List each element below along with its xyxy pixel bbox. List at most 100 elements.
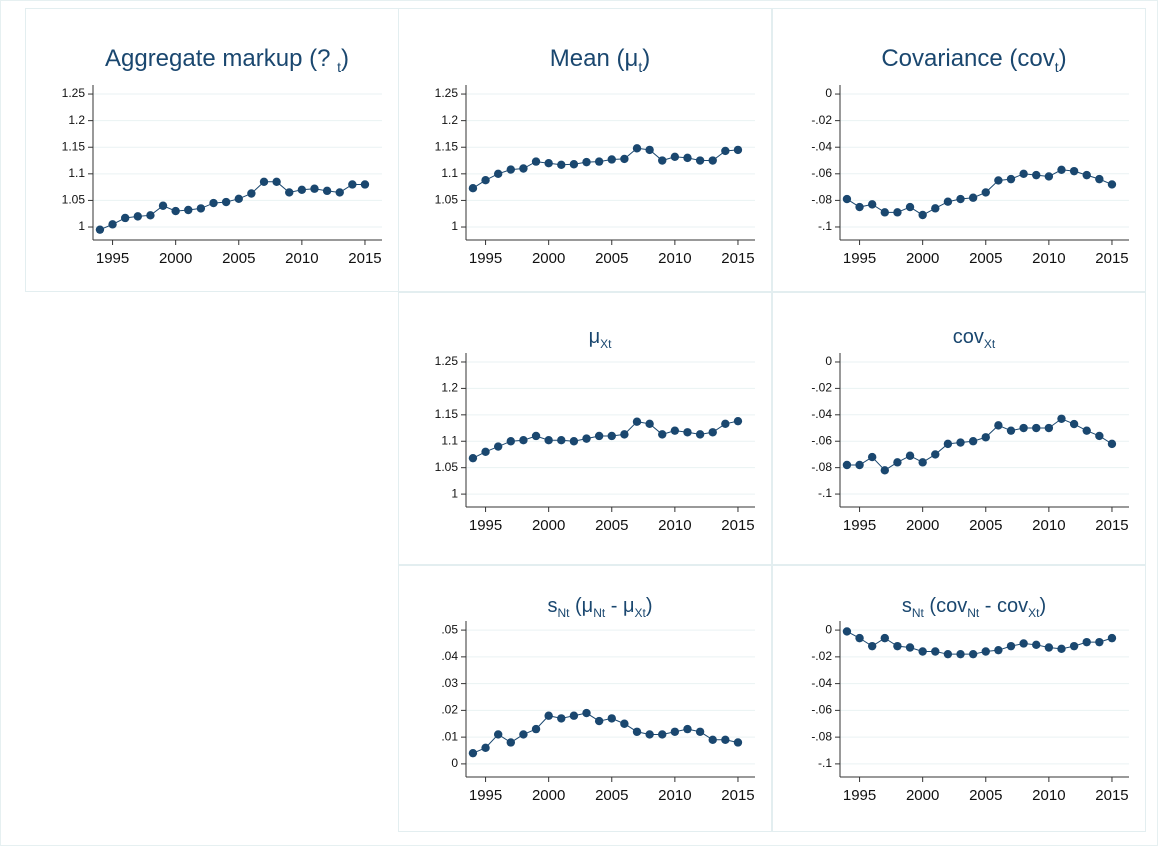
x-tick-label: 2010: [285, 250, 318, 267]
y-tick-label: 1.05: [62, 193, 86, 207]
data-point: [1006, 426, 1016, 435]
y-tick-label: -.06: [811, 703, 832, 717]
data-point: [931, 450, 940, 459]
x-tick-label: 2000: [906, 250, 939, 267]
title-text: ): [646, 595, 653, 617]
y-tick-label: -.04: [811, 139, 832, 153]
panel-border: [772, 565, 1146, 832]
y-tick-label: 1.2: [441, 113, 458, 127]
data-point: [1057, 644, 1066, 654]
panel-border: [398, 292, 772, 565]
data-point: [569, 437, 579, 446]
data-point: [1044, 172, 1054, 181]
data-point: [594, 157, 604, 166]
data-point: [880, 208, 890, 217]
x-tick-label: 2005: [595, 787, 628, 804]
data-point: [981, 647, 990, 656]
data-point: [297, 185, 307, 194]
y-tick-label: 1.05: [435, 193, 459, 207]
data-point: [1069, 419, 1079, 429]
data-point: [968, 437, 978, 446]
data-point: [531, 157, 541, 166]
y-tick-label: 0: [825, 86, 832, 100]
data-point: [1082, 170, 1091, 180]
data-point: [708, 156, 717, 165]
x-tick-label: 1995: [469, 517, 502, 534]
data-point: [905, 202, 915, 212]
data-point: [683, 153, 692, 163]
x-tick-label: 2005: [595, 250, 628, 267]
title-text: (μ: [569, 595, 593, 617]
data-point: [956, 649, 965, 659]
y-tick-label: -.02: [811, 113, 832, 127]
title-subscript: Xt: [984, 337, 996, 351]
data-point: [557, 435, 566, 445]
data-point: [620, 430, 629, 439]
data-point: [184, 205, 193, 215]
data-point: [658, 730, 667, 739]
data-point: [1032, 640, 1041, 650]
x-tick-label: 2010: [1032, 787, 1065, 804]
data-point: [360, 180, 370, 189]
data-point: [146, 211, 155, 220]
x-tick-label: 2005: [969, 787, 1002, 804]
data-point: [468, 453, 478, 463]
data-point: [607, 155, 616, 164]
data-point: [247, 189, 256, 198]
x-tick-label: 2000: [906, 787, 939, 804]
data-point: [1082, 637, 1091, 647]
data-point: [658, 430, 667, 439]
title-text: ): [1059, 45, 1067, 72]
data-point: [1082, 426, 1091, 435]
data-point: [994, 421, 1003, 430]
y-tick-label: 1.2: [68, 113, 85, 127]
data-point: [994, 176, 1003, 185]
data-point: [670, 152, 680, 162]
data-point: [519, 164, 528, 173]
data-point: [1095, 637, 1104, 647]
x-tick-label: 1995: [96, 250, 129, 267]
data-point: [943, 197, 953, 206]
data-point: [855, 202, 864, 212]
x-tick-label: 1995: [469, 250, 502, 267]
x-tick-label: 2005: [969, 517, 1002, 534]
data-point: [557, 714, 566, 723]
title-text: μ: [589, 326, 601, 348]
y-tick-label: -.02: [811, 649, 832, 663]
data-point: [645, 419, 654, 429]
data-point: [544, 435, 553, 445]
data-point: [620, 154, 629, 164]
data-point: [931, 204, 940, 213]
data-point: [348, 180, 357, 189]
y-tick-label: .04: [441, 649, 458, 663]
y-tick-label: 1.1: [441, 166, 458, 180]
panel-title: Aggregate markup (? t): [105, 45, 349, 74]
data-point: [721, 735, 730, 745]
title-subscript: Nt: [593, 606, 606, 620]
y-tick-label: 1.2: [441, 381, 458, 395]
panel-border: [772, 8, 1146, 292]
data-point: [867, 452, 877, 462]
y-tick-label: 1.15: [62, 139, 86, 153]
panel-border: [398, 565, 772, 832]
data-point: [108, 220, 117, 229]
data-point: [519, 435, 528, 445]
data-point: [569, 160, 579, 169]
data-point: [733, 145, 743, 155]
x-tick-label: 2005: [595, 517, 628, 534]
y-tick-label: -.06: [811, 433, 832, 447]
data-point: [721, 419, 730, 429]
y-tick-label: -.1: [818, 486, 832, 500]
title-subscript: Nt: [557, 606, 570, 620]
y-tick-label: 1: [451, 486, 458, 500]
x-tick-label: 2015: [1095, 787, 1128, 804]
x-tick-label: 2000: [532, 787, 565, 804]
data-point: [544, 158, 553, 168]
data-point: [880, 466, 890, 475]
data-point: [956, 194, 965, 204]
data-point: [272, 177, 281, 187]
data-point: [493, 730, 503, 739]
x-tick-label: 2010: [1032, 250, 1065, 267]
data-point: [234, 194, 243, 204]
data-point: [733, 738, 743, 747]
